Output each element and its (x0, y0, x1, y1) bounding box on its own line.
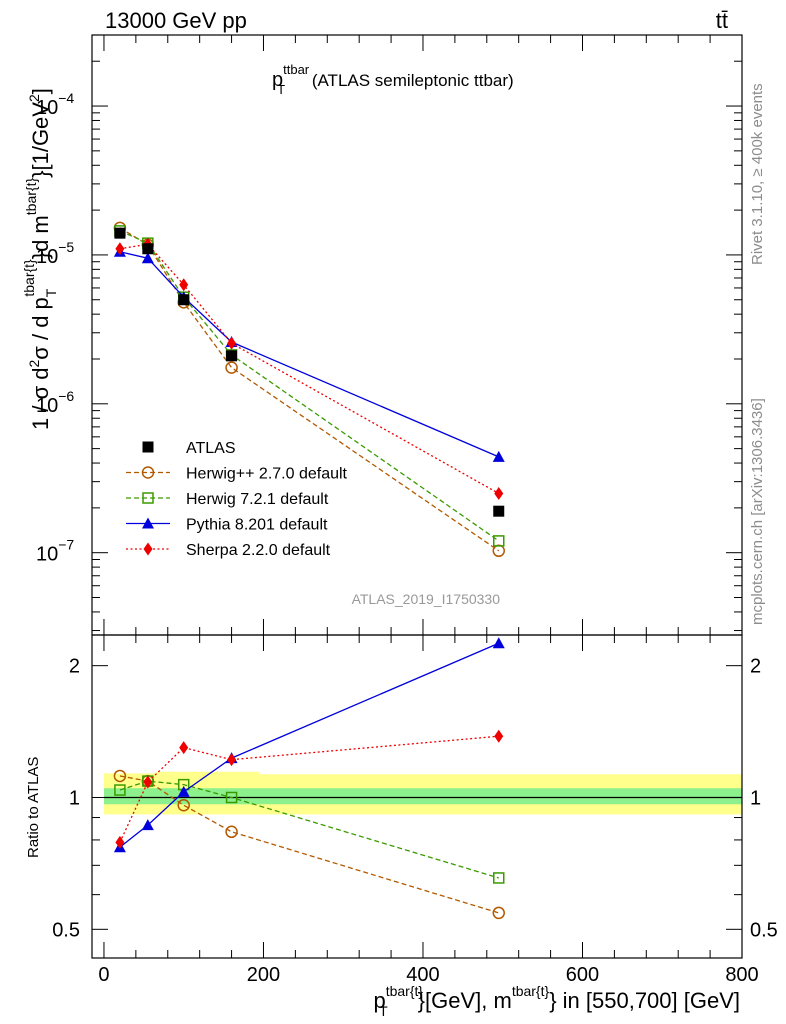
data-point-pythia-8-201-default (492, 450, 505, 462)
ratio-point-pythia-8-201-default (177, 785, 190, 797)
legend-label-herwig-7-2-1-default: Herwig 7.2.1 default (186, 491, 329, 508)
ratio-point-sherpa-2-2-0-default (494, 729, 504, 743)
main-title-rest: (ATLAS semileptonic ttbar) (307, 71, 514, 90)
x-tick-label: 0 (98, 964, 109, 986)
x-tick-label: 600 (566, 964, 599, 986)
legend-marker-atlas (142, 441, 154, 453)
y-tick-label: 10−6 (36, 388, 74, 417)
ratio-y-tick-label: 1 (69, 787, 80, 809)
data-point-herwig-2-7-0-default (225, 361, 238, 374)
legend-marker-herwig-7-2-1-default (142, 492, 154, 504)
main-panel: 10−7 10−6 10−5 10−4 ATLAS Herwig++ 2.7.0 defa… (36, 34, 743, 636)
main-title: pttbar T (ATLAS semileptonic ttbar) (272, 62, 514, 97)
series-line-pythia-8-201-default (119, 251, 500, 458)
data-point-atlas (142, 243, 154, 255)
data-point-atlas (493, 505, 505, 517)
data-point-sherpa-2-2-0-default (115, 242, 125, 256)
data-point-sherpa-2-2-0-default (179, 278, 189, 292)
ratio-panel: 0.5 0.5 1 1 2 2 0 200 400 600 800 (52, 634, 778, 986)
main-title-sup: ttbar (283, 62, 310, 77)
data-point-atlas (178, 294, 190, 306)
legend-marker-pythia-8-201-default (142, 517, 154, 529)
ratio-ylabel: Ratio to ATLAS (25, 757, 42, 858)
main-title-p: p (272, 69, 283, 91)
ratio-point-sherpa-2-2-0-default (115, 835, 125, 849)
ratio-point-herwig-7-2-1-default (114, 784, 126, 796)
rivet-label: Rivet 3.1.10, ≥ 400k events (749, 83, 766, 265)
analysis-watermark: ATLAS_2019_I1750330 (352, 591, 501, 607)
ratio-point-herwig-7-2-1-default (492, 872, 505, 884)
ratio-point-herwig-7-2-1-default (225, 791, 238, 804)
ratio-line-herwig-2-7-0-default (119, 775, 499, 914)
header-right: tt̄ (716, 8, 728, 33)
ratio-point-pythia-8-201-default (141, 819, 154, 831)
data-point-atlas (226, 350, 238, 362)
x-axis-label: ptbar{t} T}[GeV], mtbar{t}} in [550,700] … (373, 983, 740, 1019)
series-line-herwig-7-2-1-default (119, 230, 500, 542)
legend-label-sherpa-2-2-0-default: Sherpa 2.2.0 default (186, 542, 331, 559)
main-ylabel: 1 / σ d2σ / d pTtbar{t}}d mtbar{t}}[1/Ge… (21, 88, 59, 430)
ratio-point-herwig-2-7-0-default (492, 906, 505, 920)
ratio-y-tick-label-right: 2 (750, 656, 761, 678)
header-left: 13000 GeV pp (105, 8, 247, 33)
data-point-pythia-8-201-default (141, 252, 154, 264)
x-tick-label: 200 (247, 964, 280, 986)
y-tick-label: 10−4 (36, 90, 74, 119)
data-point-atlas (114, 227, 126, 239)
legend-label-atlas: ATLAS (186, 440, 236, 457)
ratio-y-tick-label-right: 1 (750, 787, 761, 809)
ratio-point-sherpa-2-2-0-default (143, 775, 153, 789)
ratio-y-tick-label: 0.5 (52, 919, 80, 941)
ratio-point-sherpa-2-2-0-default (179, 741, 189, 755)
ratio-line-pythia-8-201-default (119, 642, 500, 848)
ratio-frame (91, 634, 743, 959)
main-title-sub: T (277, 82, 285, 97)
legend-marker-herwig-2-7-0-default (141, 466, 155, 479)
series-line-sherpa-2-2-0-default (119, 243, 500, 495)
ratio-point-sherpa-2-2-0-default (227, 753, 237, 767)
ratio-point-herwig-2-7-0-default (225, 825, 238, 839)
legend-label-pythia-8-201-default: Pythia 8.201 default (186, 517, 328, 534)
legend-marker-sherpa-2-2-0-default (143, 542, 153, 556)
data-point-herwig-7-2-1-default (492, 535, 505, 547)
ratio-line-herwig-7-2-1-default (119, 780, 499, 879)
y-tick-label: 10−5 (36, 239, 74, 268)
x-tick-label: 800 (725, 964, 758, 986)
x-tick-label: 400 (406, 964, 439, 986)
ratio-y-tick-label: 2 (69, 656, 80, 678)
uncertainty-band-green (103, 788, 742, 805)
ratio-point-herwig-2-7-0-default (177, 799, 190, 812)
ratio-point-pythia-8-201-default (492, 637, 505, 649)
ratio-point-herwig-2-7-0-default (113, 769, 127, 783)
data-point-sherpa-2-2-0-default (494, 486, 504, 500)
data-point-sherpa-2-2-0-default (227, 336, 237, 350)
mcplots-label: mcplots.cern.ch [arXiv:1306.3436] (749, 398, 766, 625)
ratio-y-tick-label-right: 0.5 (750, 919, 778, 941)
legend-label-herwig-2-7-0-default: Herwig++ 2.7.0 default (186, 466, 348, 483)
y-tick-label: 10−7 (36, 537, 74, 566)
